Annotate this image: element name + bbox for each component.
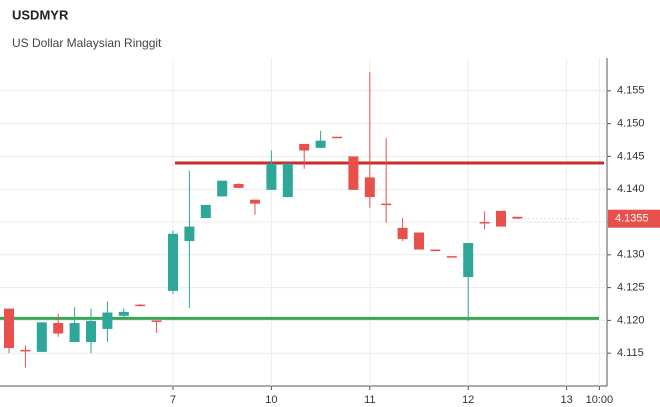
chart-subtitle: US Dollar Malaysian Ringgit [12,36,162,50]
y-tick-label: 4.130 [617,249,645,261]
x-tick-label: 7 [170,394,176,406]
candle-body [69,323,80,343]
candle-body [217,180,228,197]
y-tick-label: 4.115 [617,347,644,359]
y-tick-label: 4.155 [617,85,645,97]
candle-body [446,256,457,258]
candle-body [364,177,375,198]
candle-body [233,183,244,188]
candle-body [168,233,178,291]
candle-body [479,222,490,224]
y-tick-label: 4.125 [617,282,645,294]
candle-body [86,321,96,343]
candle-body [135,304,146,307]
x-tick-label: 11 [364,394,375,406]
candle-body [315,140,326,148]
candle-body [430,249,441,252]
candle-body [381,203,392,206]
candle-body [4,308,14,348]
y-tick-label: 4.150 [617,118,645,130]
x-tick-label: 12 [462,394,474,406]
candle-body [266,163,277,190]
candle-body [102,312,113,329]
candle-body [282,163,293,198]
x-tick-label: 10 [265,394,277,406]
candle-body [200,204,211,219]
chart-title: USDMYR [12,7,69,22]
x-tick-label: 13 [560,394,572,406]
candle-body [463,242,474,278]
candle-body [332,136,342,139]
y-tick-label: 4.120 [617,314,645,326]
last-price-box [608,209,660,228]
candle-body [512,216,523,219]
candle-body [496,210,506,227]
candle-body [20,349,31,352]
y-tick-label: 4.145 [617,150,645,162]
candle-body [414,232,424,250]
candle-body [250,199,260,204]
candle-body [348,156,359,190]
candle-body [53,323,64,334]
candle-body [151,320,162,322]
last-price-label: 4.1355 [615,213,649,225]
candle-body [184,226,195,242]
candle-body [118,311,129,316]
y-tick-label: 4.140 [617,183,645,195]
candle-body [36,322,47,352]
candle-body [299,143,310,151]
x-tick-label: 10:00 [586,394,614,406]
candle-body [397,227,408,240]
